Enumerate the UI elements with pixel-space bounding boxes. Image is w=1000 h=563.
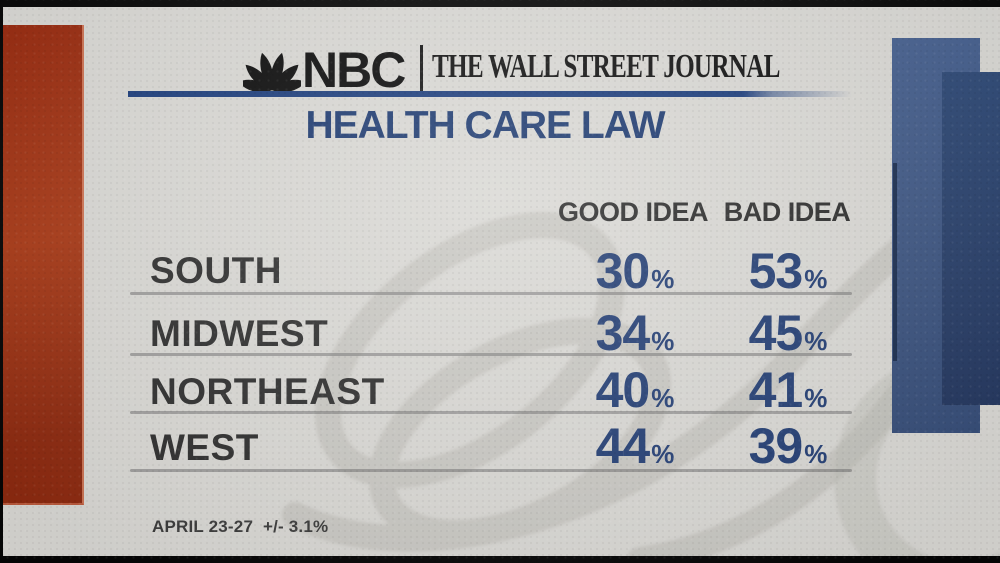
network-logo-text: NBC [302,42,406,98]
partner-logo-text: THE WALL STREET JOURNAL [432,48,780,85]
page-title: HEALTH CARE LAW [305,104,665,147]
value-number: 44 [595,418,651,474]
percent-sign: % [651,439,675,469]
value-number: 39 [748,418,804,474]
value-number: 53 [748,243,804,299]
left-frame-bar [0,0,3,563]
row-divider [130,411,852,414]
right-blue-accent-line [893,163,897,361]
value-northeast-good: 40% [560,365,710,415]
percent-sign: % [651,383,675,413]
row-label-northeast: NORTHEAST [150,371,385,412]
value-south-good: 30% [560,246,710,296]
value-midwest-bad: 45% [714,308,862,358]
percent-sign: % [651,264,675,294]
value-midwest-good: 34% [560,308,710,358]
value-west-bad: 39% [714,421,862,471]
column-header-bad-idea: BAD IDEA [723,197,851,227]
percent-sign: % [804,439,828,469]
nbc-peacock-icon [243,52,301,92]
value-number: 34 [595,305,651,361]
value-west-good: 44% [560,421,710,471]
left-red-accent-block [3,25,84,505]
row-divider [130,292,852,295]
poll-dates-margin-of-error: APRIL 23-27 +/- 3.1% [152,517,329,536]
header-rule [128,91,852,97]
right-blue-accent-block-inner [942,72,1000,405]
top-frame-bar [0,0,1000,7]
row-label-midwest: MIDWEST [150,313,329,354]
logo-divider [420,45,423,91]
value-northeast-bad: 41% [714,365,862,415]
row-divider [130,469,852,472]
value-south-bad: 53% [714,246,862,296]
column-header-good-idea: GOOD IDEA [558,197,709,227]
bottom-frame-bar [0,556,1000,563]
percent-sign: % [804,326,828,356]
value-number: 45 [748,305,804,361]
value-number: 41 [748,362,804,418]
value-number: 30 [595,243,651,299]
value-number: 40 [595,362,651,418]
row-divider [130,353,852,356]
row-label-south: SOUTH [150,250,282,291]
percent-sign: % [804,264,828,294]
percent-sign: % [804,383,828,413]
percent-sign: % [651,326,675,356]
row-label-west: WEST [150,427,259,468]
